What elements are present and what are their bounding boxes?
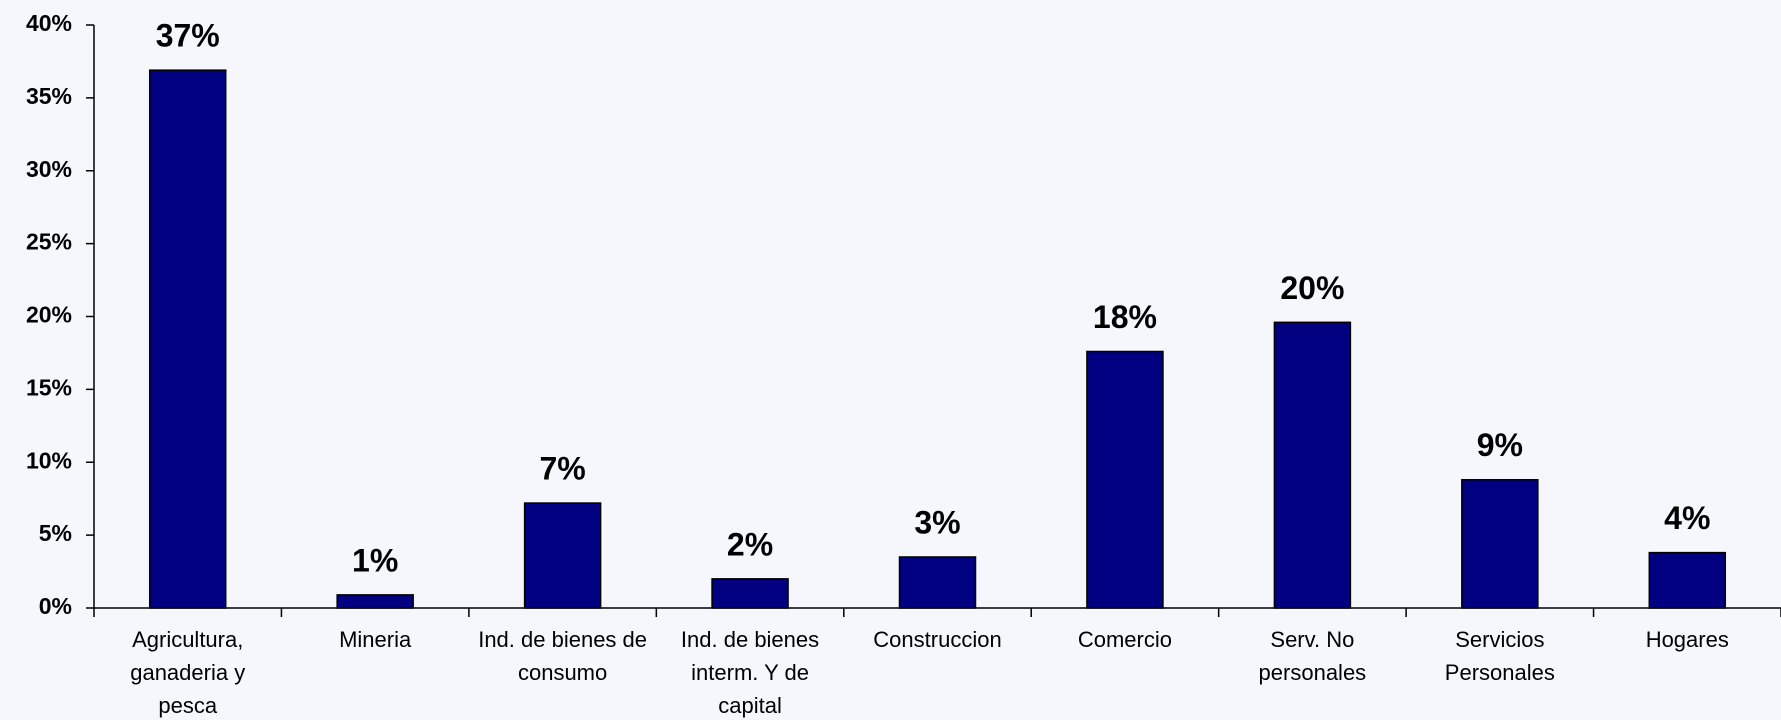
y-tick-label: 0% [39, 593, 72, 619]
y-tick-label: 30% [26, 156, 72, 182]
data-label: 18% [1093, 299, 1157, 335]
bar [1086, 350, 1164, 609]
data-label: 20% [1280, 270, 1344, 306]
y-tick-label: 15% [26, 374, 72, 400]
data-label: 7% [539, 451, 585, 487]
y-tick-label: 40% [26, 10, 72, 36]
x-tick-label: Hogares [1645, 627, 1729, 652]
x-tick-label: Ind. de bienes de consumo [478, 627, 648, 685]
y-tick-label: 25% [26, 229, 72, 255]
bar [1648, 551, 1727, 609]
x-tick-label: Agricultura, ganaderia y pesca [130, 627, 246, 718]
bar [898, 556, 977, 609]
x-tick-label: Serv. No personales [1258, 627, 1367, 685]
x-tick-label: Construccion [873, 627, 1002, 652]
bar [1273, 321, 1352, 609]
bar [336, 594, 414, 609]
data-label: 4% [1664, 500, 1710, 536]
data-label: 9% [1477, 427, 1523, 463]
data-label: 3% [914, 504, 960, 540]
x-tick-label: Ind. de bienes interm. Y de capital [680, 627, 820, 718]
bar [711, 578, 789, 609]
bar [148, 69, 227, 609]
y-tick-label: 35% [26, 83, 72, 109]
data-label: 37% [156, 18, 220, 54]
x-tick-label: Mineria [339, 627, 412, 652]
y-tick-label: 10% [26, 447, 72, 473]
y-tick-label: 5% [39, 520, 72, 546]
bar [523, 502, 602, 609]
data-label: 2% [727, 526, 773, 562]
bar [1461, 478, 1539, 609]
x-tick-label: Comercio [1077, 627, 1172, 652]
x-tick-label: Servicios Personales [1444, 627, 1555, 685]
y-tick-label: 20% [26, 302, 72, 328]
data-label: 1% [352, 542, 398, 578]
